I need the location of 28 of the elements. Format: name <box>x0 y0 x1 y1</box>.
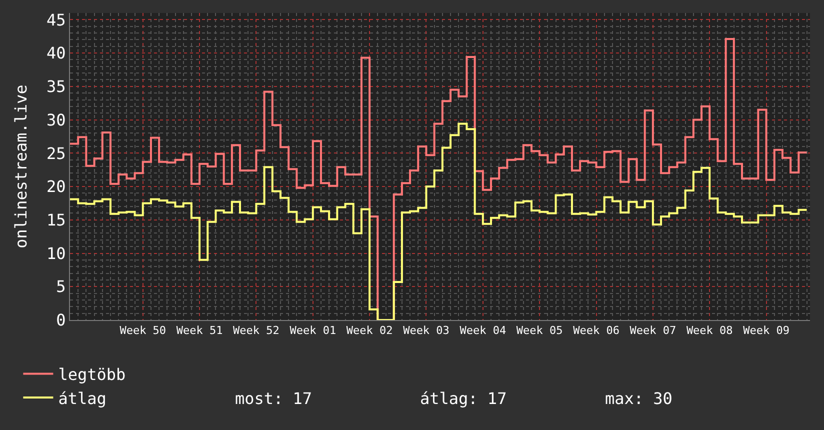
y-tick-label: 25 <box>46 144 66 163</box>
legend-label: legtöbb <box>58 364 126 384</box>
x-tick-label: Week 52 <box>233 324 280 338</box>
y-tick-label: 40 <box>46 44 66 63</box>
y-tick-label: 5 <box>56 277 66 296</box>
x-tick-label: Week 02 <box>346 324 393 338</box>
x-tick-label: Week 04 <box>460 324 506 338</box>
text: átlag: 17 <box>420 389 507 408</box>
y-tick-label: 10 <box>46 244 66 263</box>
x-tick-label: Week 06 <box>573 324 620 338</box>
y-tick-label: 15 <box>46 210 66 230</box>
x-tick-label: Week 03 <box>403 324 450 338</box>
y-tick-label: 35 <box>46 77 66 96</box>
y-tick-label: 45 <box>46 10 66 30</box>
x-tick-label: Week 08 <box>686 324 733 338</box>
y-tick-label: 0 <box>56 310 66 330</box>
legend-label: átlag <box>58 388 106 408</box>
x-tick-label: Week 05 <box>516 324 563 338</box>
y-axis-title: onlinestream.live <box>11 84 30 248</box>
x-tick-label: Week 51 <box>176 324 223 338</box>
x-tick-label: Week 07 <box>630 324 676 338</box>
y-tick-label: 20 <box>46 177 66 196</box>
y-tick-label: 30 <box>46 110 66 130</box>
x-tick-label: Week 01 <box>290 324 336 338</box>
x-tick-label: Week 09 <box>743 324 790 338</box>
text: max: 30 <box>605 389 672 408</box>
text: most: 17 <box>235 389 312 408</box>
x-tick-label: Week 50 <box>120 324 166 338</box>
